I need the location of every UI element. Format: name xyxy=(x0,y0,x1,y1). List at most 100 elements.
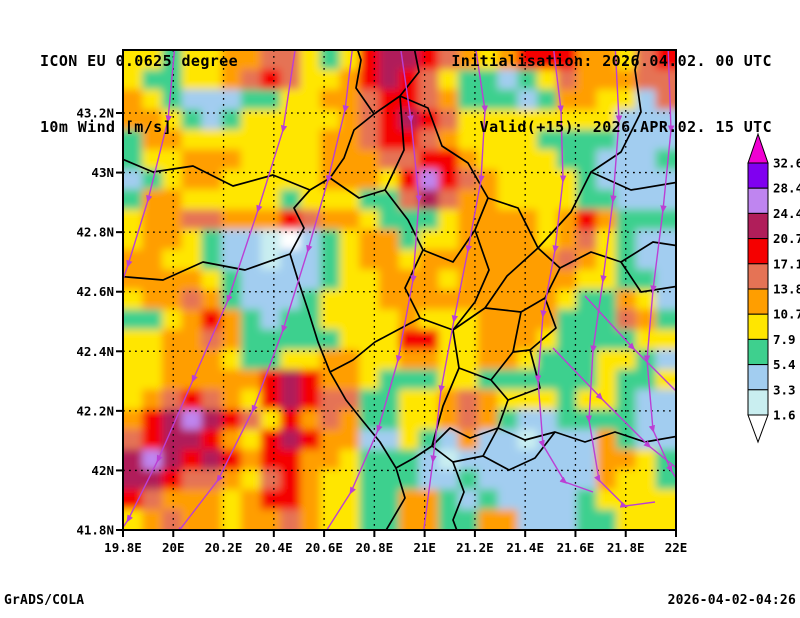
wind-streamline xyxy=(175,50,353,530)
wind-speed-cell xyxy=(123,409,144,431)
wind-speed-cell xyxy=(556,50,578,71)
wind-speed-cell xyxy=(181,269,203,291)
wind-speed-cell xyxy=(359,369,381,391)
wind-speed-cell xyxy=(240,489,262,511)
wind-speed-cell xyxy=(260,429,282,451)
wind-speed-cell xyxy=(123,309,124,331)
wind-speed-cell xyxy=(240,389,262,411)
wind-speed-cell xyxy=(616,249,637,271)
wind-speed-cell xyxy=(537,50,558,71)
wind-speed-cell xyxy=(142,89,164,111)
lat-tick-label: 42.8N xyxy=(76,225,114,240)
wind-speed-cell xyxy=(201,50,223,71)
wind-speed-cell xyxy=(517,89,539,111)
wind-speed-cell xyxy=(655,509,676,530)
wind-speed-cell xyxy=(596,489,618,511)
wind-speed-cell xyxy=(260,209,282,231)
wind-speed-cell xyxy=(142,489,164,511)
wind-speed-cell xyxy=(458,469,479,491)
map-frame xyxy=(122,49,677,531)
wind-speed-cell xyxy=(418,269,440,291)
wind-speed-cell xyxy=(596,50,618,71)
wind-speed-cell xyxy=(616,69,637,91)
wind-speed-cell xyxy=(537,469,558,491)
wind-speed-cell xyxy=(319,329,341,351)
wind-speed-cell xyxy=(517,209,539,231)
wind-speed-cell xyxy=(123,50,144,71)
colorbar-level-label: 7.9 xyxy=(773,332,796,347)
wind-speed-cell xyxy=(576,209,598,231)
wind-speed-cell xyxy=(655,209,676,231)
wind-speed-cell xyxy=(221,329,243,351)
wind-speed-cell xyxy=(123,469,144,491)
wind-speed-cell xyxy=(359,469,381,491)
lat-tick-label: 43.2N xyxy=(76,106,114,121)
wind-speed-cell xyxy=(300,50,321,71)
wind-speed-cell xyxy=(201,449,223,471)
wind-speed-cell xyxy=(260,389,282,411)
wind-speed-cell xyxy=(280,429,302,451)
wind-speed-cell xyxy=(398,389,420,411)
wind-speed-cell xyxy=(477,449,499,471)
lat-axis: 43.2N 43N 42.8N 42.6N 42.4N 42.2N 42N 41.8N xyxy=(76,106,123,538)
wind-speed-cell xyxy=(458,509,479,530)
wind-speed-cell xyxy=(240,89,262,111)
lon-tick-label: 20.4E xyxy=(255,540,293,555)
wind-speed-cell xyxy=(201,409,223,431)
wind-speed-cell xyxy=(556,429,578,451)
wind-speed-cell xyxy=(438,89,460,111)
wind-speed-cell xyxy=(240,309,262,331)
valid-time: Valid(+15): 2026.APR.02. 15 UTC xyxy=(479,118,772,136)
wind-speed-cell xyxy=(339,369,361,391)
wind-speed-cell xyxy=(497,509,519,530)
wind-speed-cell xyxy=(181,409,203,431)
wind-speed-cell xyxy=(379,349,400,371)
wind-speed-cell xyxy=(123,89,144,111)
wind-speed-cell xyxy=(576,409,598,431)
wind-speed-cell xyxy=(260,229,282,251)
wind-speed-cell xyxy=(123,489,144,511)
wind-speed-cell xyxy=(477,469,499,491)
wind-speed-cell xyxy=(300,129,321,151)
wind-speed-cell xyxy=(418,50,440,51)
wind-speed-cell xyxy=(675,389,676,411)
grads-credit: GrADS/COLA xyxy=(4,593,85,608)
wind-speed-cell xyxy=(260,169,282,191)
wind-speed-cell xyxy=(517,50,539,71)
wind-speed-cell xyxy=(458,69,479,91)
wind-speed-cell xyxy=(418,69,440,91)
wind-speed-cell xyxy=(161,369,183,391)
wind-speed-cell xyxy=(300,50,321,51)
wind-speed-cell xyxy=(339,89,361,111)
wind-speed-cell xyxy=(201,289,223,311)
wind-speed-cell xyxy=(438,429,460,451)
wind-speed-cell xyxy=(319,209,341,231)
wind-speed-cell xyxy=(240,69,262,91)
wind-speed-cell xyxy=(635,329,657,351)
wind-speed-cell xyxy=(260,129,282,151)
colorbar-segment xyxy=(747,313,769,340)
wind-speed-cell xyxy=(181,349,203,371)
wind-speed-cell xyxy=(655,50,676,71)
wind-speed-cell xyxy=(438,469,460,491)
wind-speed-cell xyxy=(339,249,361,271)
wind-speed-cell xyxy=(359,509,381,530)
wind-speed-cell xyxy=(418,329,440,351)
wind-speed-cell xyxy=(359,89,381,111)
wind-speed-cell xyxy=(655,469,676,491)
wind-speed-cell xyxy=(458,269,479,291)
wind-speed-cell xyxy=(596,389,618,411)
lon-tick-label: 21.6E xyxy=(557,540,595,555)
wind-speed-cell xyxy=(379,149,400,171)
wind-speed-cell xyxy=(181,369,203,391)
wind-speed-cell xyxy=(142,389,164,411)
wind-speed-cell xyxy=(497,269,519,291)
wind-speed-cell xyxy=(379,69,400,91)
wind-speed-cell xyxy=(576,89,598,111)
wind-speed-cell xyxy=(497,289,519,311)
lon-tick-label: 20.2E xyxy=(205,540,243,555)
wind-speed-cell xyxy=(319,229,341,251)
wind-speed-cell xyxy=(497,89,519,111)
wind-speed-cell xyxy=(517,329,539,351)
wind-speed-cell xyxy=(142,69,164,91)
